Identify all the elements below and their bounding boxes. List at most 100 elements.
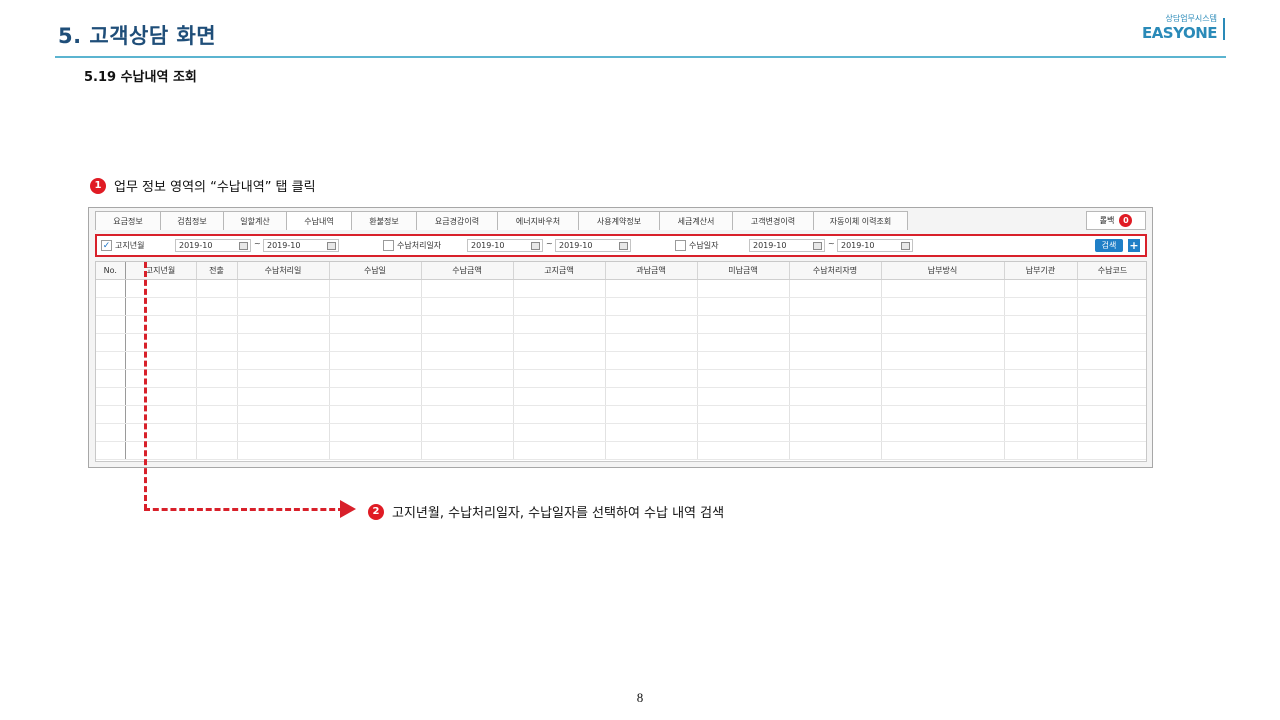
table-cell: [125, 315, 197, 334]
table-cell: [96, 333, 126, 352]
table-row[interactable]: [96, 387, 1146, 406]
tab-discount-history[interactable]: 요금경감이력: [416, 211, 498, 230]
billing-month-from-input[interactable]: 2019-10: [175, 239, 251, 252]
table-cell: [421, 279, 514, 298]
table-cell: [605, 333, 698, 352]
process-date-from-input[interactable]: 2019-10: [467, 239, 543, 252]
billing-month-checkbox[interactable]: ✓: [101, 240, 112, 251]
column-header[interactable]: 납부기관: [1004, 262, 1078, 280]
table-cell: [421, 423, 514, 442]
column-header[interactable]: 수납처리자명: [789, 262, 882, 280]
process-date-to-input[interactable]: 2019-10: [555, 239, 631, 252]
payment-date-from-input[interactable]: 2019-10: [749, 239, 825, 252]
table-cell: [329, 351, 422, 370]
table-cell: [96, 351, 126, 370]
table-cell: [96, 369, 126, 388]
rollback-label: 롤백: [1099, 216, 1115, 225]
column-header[interactable]: 납부방식: [881, 262, 1005, 280]
column-header[interactable]: 전출: [196, 262, 238, 280]
table-cell: [237, 423, 330, 442]
calendar-icon[interactable]: [327, 242, 336, 250]
table-row[interactable]: [96, 315, 1146, 334]
table-cell: [421, 351, 514, 370]
table-cell: [881, 351, 1005, 370]
table-cell: [1077, 279, 1146, 298]
table-cell: [697, 279, 790, 298]
table-row[interactable]: [96, 441, 1146, 460]
column-header[interactable]: 수납금액: [421, 262, 514, 280]
table-cell: [1077, 297, 1146, 316]
tab-energy-voucher[interactable]: 에너지바우처: [497, 211, 579, 230]
table-cell: [196, 297, 238, 316]
table-cell: [789, 333, 882, 352]
payment-date-checkbox[interactable]: [675, 240, 686, 251]
column-header[interactable]: 고지금액: [513, 262, 606, 280]
payment-date-to-input[interactable]: 2019-10: [837, 239, 913, 252]
tab-billing-info[interactable]: 요금정보: [95, 211, 161, 230]
process-date-filter[interactable]: 수납처리일자: [383, 239, 441, 252]
table-row[interactable]: [96, 351, 1146, 370]
tab-daily-calc[interactable]: 일할계산: [223, 211, 287, 230]
table-row[interactable]: [96, 405, 1146, 424]
tab-contract-info[interactable]: 사용계약정보: [578, 211, 660, 230]
table-cell: [881, 315, 1005, 334]
table-row[interactable]: [96, 423, 1146, 442]
table-row[interactable]: [96, 333, 1146, 352]
column-header[interactable]: 미납금액: [697, 262, 790, 280]
process-date-checkbox[interactable]: [383, 240, 394, 251]
table-cell: [125, 351, 197, 370]
table-cell: [237, 315, 330, 334]
column-header[interactable]: 수납처리일: [237, 262, 330, 280]
search-button[interactable]: 검색: [1095, 239, 1123, 252]
billing-month-filter[interactable]: ✓ 고지년월: [101, 239, 144, 252]
table-cell: [789, 315, 882, 334]
brand-subtitle: 상담업무시스템: [1165, 14, 1217, 23]
table-row[interactable]: [96, 297, 1146, 316]
tab-payment-history[interactable]: 수납내역: [286, 211, 352, 230]
table-cell: [513, 297, 606, 316]
table-cell: [1004, 369, 1078, 388]
billing-month-to-input[interactable]: 2019-10: [263, 239, 339, 252]
table-cell: [1077, 441, 1146, 460]
calendar-icon[interactable]: [239, 242, 248, 250]
column-header[interactable]: 수납일: [329, 262, 422, 280]
table-cell: [329, 333, 422, 352]
calendar-icon[interactable]: [901, 242, 910, 250]
payment-date-from-value: 2019-10: [753, 241, 787, 250]
table-cell: [1004, 279, 1078, 298]
table-cell: [125, 333, 197, 352]
table-cell: [1004, 315, 1078, 334]
header-divider: [55, 56, 1226, 58]
tab-autopay-history[interactable]: 자동이체 이력조회: [813, 211, 908, 230]
table-cell: [513, 441, 606, 460]
table-cell: [329, 405, 422, 424]
table-cell: [605, 387, 698, 406]
rollback-button[interactable]: 롤백 0: [1086, 211, 1146, 230]
tab-refund-info[interactable]: 환불정보: [351, 211, 417, 230]
table-cell: [1004, 441, 1078, 460]
column-header[interactable]: 수납코드: [1077, 262, 1146, 280]
table-row[interactable]: [96, 369, 1146, 388]
column-header[interactable]: 고지년월: [125, 262, 197, 280]
table-cell: [605, 423, 698, 442]
table-cell: [789, 297, 882, 316]
table-cell: [605, 315, 698, 334]
table-cell: [196, 441, 238, 460]
expand-plus-icon[interactable]: +: [1128, 238, 1140, 252]
table-cell: [237, 441, 330, 460]
tab-customer-change-history[interactable]: 고객변경이력: [732, 211, 814, 230]
table-cell: [421, 441, 514, 460]
calendar-icon[interactable]: [531, 242, 540, 250]
calendar-icon[interactable]: [813, 242, 822, 250]
tab-meter-info[interactable]: 검침정보: [160, 211, 224, 230]
payment-date-filter[interactable]: 수납일자: [675, 239, 718, 252]
table-cell: [605, 441, 698, 460]
tab-tax-invoice[interactable]: 세금계산서: [659, 211, 733, 230]
table-cell: [421, 315, 514, 334]
column-header[interactable]: No.: [96, 262, 126, 280]
table-row[interactable]: [96, 279, 1146, 298]
calendar-icon[interactable]: [619, 242, 628, 250]
column-header[interactable]: 과납금액: [605, 262, 698, 280]
range-separator: ~: [828, 239, 835, 248]
table-cell: [421, 387, 514, 406]
